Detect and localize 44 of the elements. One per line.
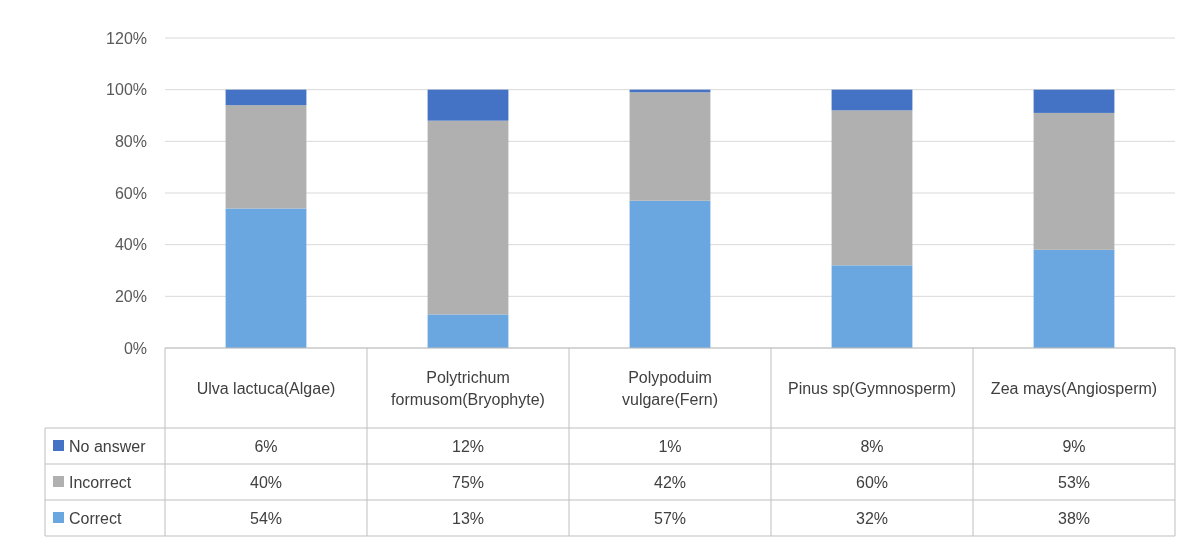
legend-label: Correct bbox=[69, 509, 123, 527]
bar bbox=[427, 314, 509, 348]
legend-label: No answer bbox=[69, 437, 147, 455]
bar bbox=[225, 208, 307, 348]
data-label: 53% bbox=[1057, 473, 1091, 491]
data-label: 6% bbox=[254, 437, 278, 455]
bar bbox=[427, 120, 509, 315]
bar bbox=[427, 89, 509, 121]
data-label: 12% bbox=[451, 437, 485, 455]
bar bbox=[629, 200, 711, 348]
data-label: 1% bbox=[658, 437, 682, 455]
x-tick-label: Pinus sp(Gymnosperm) bbox=[787, 379, 957, 397]
data-label: 54% bbox=[249, 509, 283, 527]
bar bbox=[225, 105, 307, 209]
data-label: 60% bbox=[855, 473, 889, 491]
bar bbox=[831, 265, 913, 348]
bar bbox=[1033, 89, 1115, 113]
x-tick-label: Polytrichum formusom(Bryophyte) bbox=[391, 368, 545, 408]
bar bbox=[629, 92, 711, 201]
bar bbox=[831, 89, 913, 111]
y-tick-label: 100% bbox=[106, 81, 147, 99]
data-label: 42% bbox=[653, 473, 687, 491]
x-tick-label: Polypoduim vulgare(Fern) bbox=[621, 368, 719, 408]
x-tick-label: Zea mays(Angiosperm) bbox=[990, 379, 1158, 397]
bar bbox=[1033, 249, 1115, 348]
bar bbox=[1033, 112, 1115, 250]
y-tick-label: 40% bbox=[114, 236, 147, 254]
y-tick-label: 60% bbox=[114, 184, 147, 202]
y-tick-label: 80% bbox=[114, 132, 147, 150]
data-label: 32% bbox=[855, 509, 889, 527]
bar bbox=[831, 110, 913, 266]
data-label: 57% bbox=[653, 509, 687, 527]
bar bbox=[225, 89, 307, 106]
data-label: 75% bbox=[451, 473, 485, 491]
data-label: 40% bbox=[249, 473, 283, 491]
data-label: 13% bbox=[451, 509, 485, 527]
x-tick-label: Ulva lactuca(Algae) bbox=[196, 379, 336, 397]
data-label: 8% bbox=[860, 437, 884, 455]
data-label: 38% bbox=[1057, 509, 1091, 527]
y-tick-label: 20% bbox=[114, 287, 147, 305]
legend-label: Incorrect bbox=[69, 473, 132, 491]
data-label: 9% bbox=[1062, 437, 1086, 455]
y-tick-label: 120% bbox=[106, 29, 147, 47]
y-tick-label: 0% bbox=[123, 339, 147, 357]
